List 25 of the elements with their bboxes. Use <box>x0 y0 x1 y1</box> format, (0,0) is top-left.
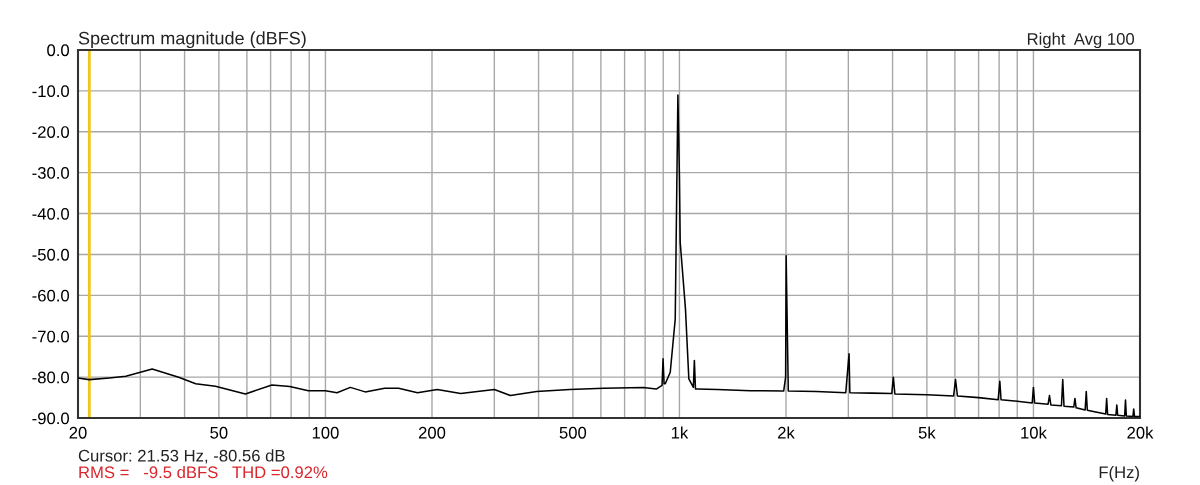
y-tick-label: -70.0 <box>32 330 70 343</box>
y-tick-label: 0.0 <box>47 44 70 57</box>
x-tick-label: 100 <box>312 426 339 439</box>
x-tick-label: 10k <box>1021 426 1047 439</box>
y-tick-label: -90.0 <box>32 412 70 425</box>
x-tick-label: 500 <box>559 426 587 439</box>
x-tick-label: 2k <box>778 426 795 439</box>
y-tick-label: -50.0 <box>32 248 70 261</box>
x-tick-label: 50 <box>210 426 228 439</box>
y-tick-label: -60.0 <box>32 289 70 302</box>
x-axis-title: F(Hz) <box>1099 465 1139 482</box>
x-tick-label: 200 <box>418 426 446 439</box>
y-tick-label: -10.0 <box>32 85 70 98</box>
chart-title: Spectrum magnitude (dBFS) <box>78 31 306 49</box>
text: Right Avg 100 <box>1027 32 1135 49</box>
y-tick-label: -30.0 <box>32 167 70 179</box>
x-tick-label: 20 <box>69 426 87 439</box>
y-tick-label: -20.0 <box>32 126 70 138</box>
text: Cursor: 21.53 Hz, -80.56 dB <box>78 449 285 464</box>
x-tick-label: 20k <box>1127 426 1154 439</box>
y-tick-label: -40.0 <box>32 207 70 220</box>
text: RMS = -9.5 dBFS THD =0.92% <box>79 465 328 479</box>
y-tick-label: -80.0 <box>32 371 70 384</box>
x-tick-label: 1k <box>671 426 689 439</box>
x-tick-label: 5k <box>918 426 936 439</box>
